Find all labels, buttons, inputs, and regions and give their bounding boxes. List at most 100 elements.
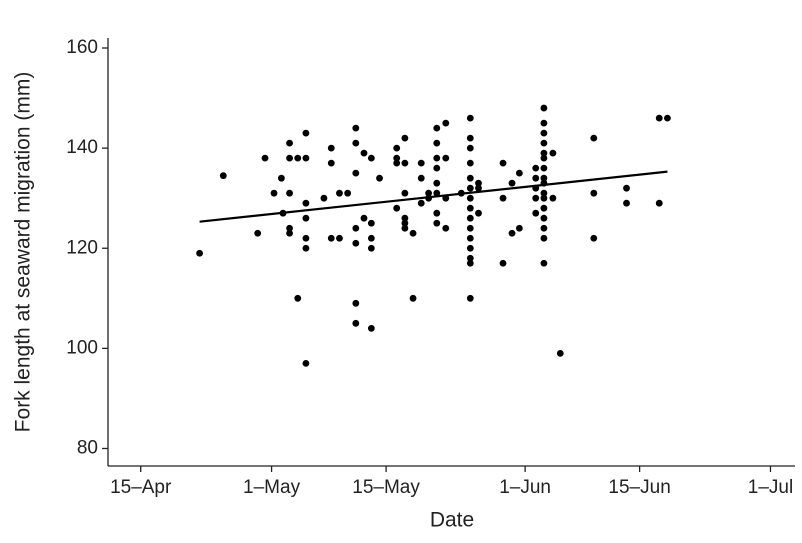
point	[549, 194, 557, 202]
point	[302, 154, 310, 162]
point	[466, 254, 474, 262]
point	[466, 144, 474, 152]
point	[294, 154, 302, 162]
point	[425, 189, 432, 197]
point	[590, 189, 598, 197]
point	[336, 189, 343, 197]
point	[302, 244, 310, 252]
fit-line	[199, 170, 668, 223]
point	[352, 124, 360, 132]
point	[417, 199, 425, 207]
point	[540, 204, 548, 212]
point	[466, 244, 474, 252]
point	[466, 134, 474, 142]
point	[302, 234, 310, 242]
point	[508, 179, 516, 187]
point	[540, 224, 548, 232]
point	[393, 154, 401, 162]
point	[327, 234, 335, 242]
point	[336, 234, 343, 242]
point	[540, 139, 548, 147]
point	[442, 224, 450, 232]
y-tick-label: 160	[66, 37, 98, 58]
point	[466, 194, 474, 202]
point	[515, 169, 523, 177]
point	[623, 199, 630, 207]
point	[540, 164, 548, 172]
x-tick-label: 1–May	[243, 477, 301, 498]
point	[532, 209, 540, 217]
point	[417, 159, 425, 167]
point	[286, 189, 293, 197]
point	[352, 299, 360, 307]
y-tick-label: 140	[66, 137, 98, 158]
y-tick-label: 120	[66, 237, 98, 258]
point	[540, 104, 548, 112]
point	[270, 189, 278, 197]
point	[254, 229, 262, 237]
point	[466, 114, 474, 122]
x-tick-label: 1–Jul	[748, 477, 793, 498]
x-tick-label: 15–Apr	[110, 477, 172, 498]
point	[302, 199, 310, 207]
point	[532, 174, 540, 182]
point	[352, 319, 360, 327]
point	[360, 214, 368, 222]
point	[499, 194, 507, 202]
point	[327, 159, 335, 167]
y-tick-label: 100	[66, 337, 98, 358]
point	[401, 189, 409, 197]
x-tick-label: 15–Jun	[608, 477, 670, 498]
point	[286, 139, 293, 147]
point	[344, 189, 352, 197]
point	[417, 174, 425, 182]
point	[219, 172, 227, 180]
point	[466, 174, 474, 182]
point	[352, 169, 360, 177]
point	[433, 179, 441, 187]
point	[401, 219, 409, 227]
point	[532, 164, 540, 172]
point	[466, 234, 474, 242]
point	[540, 194, 548, 202]
point	[590, 234, 598, 242]
point	[466, 294, 474, 302]
point	[466, 159, 474, 167]
point	[367, 324, 375, 332]
point	[294, 294, 302, 302]
point	[540, 214, 548, 222]
point	[540, 119, 548, 127]
point	[540, 259, 548, 267]
point	[409, 294, 417, 302]
point	[433, 189, 441, 197]
point	[540, 154, 548, 162]
point	[302, 129, 310, 137]
point	[532, 194, 540, 202]
point	[466, 224, 474, 232]
point	[466, 259, 474, 267]
point	[376, 174, 383, 182]
point	[508, 229, 516, 237]
point	[401, 159, 409, 167]
point	[367, 154, 375, 162]
point	[401, 224, 409, 232]
point	[540, 129, 548, 137]
point	[433, 124, 441, 132]
point	[466, 214, 474, 222]
point	[540, 234, 548, 242]
point	[499, 159, 507, 167]
point	[433, 164, 441, 172]
point	[393, 144, 401, 152]
point	[367, 244, 375, 252]
point	[433, 209, 441, 217]
x-axis-label: Date	[430, 509, 474, 532]
point	[655, 114, 663, 122]
point	[664, 114, 671, 122]
point	[442, 154, 450, 162]
point	[401, 214, 409, 222]
point	[277, 174, 285, 182]
point	[475, 209, 482, 217]
point	[393, 204, 401, 212]
point	[515, 224, 523, 232]
point	[367, 234, 375, 242]
